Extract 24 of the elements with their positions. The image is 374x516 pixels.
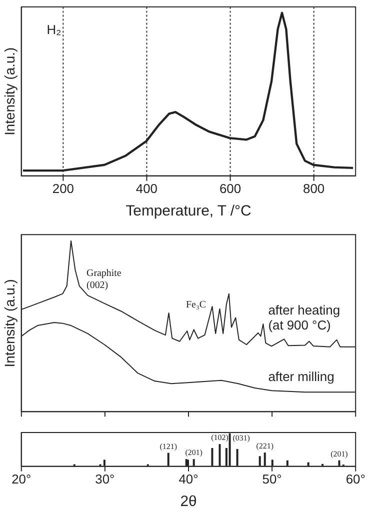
annotation: (201) — [330, 449, 348, 458]
x-tick-label: 600 — [219, 180, 242, 196]
x-tick-label: 800 — [303, 180, 325, 196]
x-tick-label: 400 — [136, 180, 158, 196]
annotation: Fe₃C — [186, 300, 206, 311]
x-tick-label: 30° — [95, 471, 115, 486]
x-tick-label: 200 — [52, 180, 74, 196]
annotation: (221) — [256, 442, 274, 451]
y-axis-title: Intensity (a.u.) — [1, 279, 18, 368]
annotation: (121) — [160, 442, 178, 451]
annotation: H₂ — [46, 22, 62, 38]
annotation: Graphite (002) — [86, 268, 122, 291]
x-axis-title: 2θ — [180, 493, 197, 510]
x-tick-label: 40° — [178, 471, 198, 486]
annotation: (031) — [232, 433, 250, 442]
annotation: (201) — [185, 448, 203, 458]
x-axis-title: Temperature, T /°C — [126, 202, 252, 220]
x-tick-label: 50° — [262, 471, 282, 486]
annotation: (102) — [211, 433, 229, 442]
series-label: after milling — [268, 368, 334, 384]
x-tick-label: 60° — [346, 471, 366, 486]
x-tick-label: 20° — [12, 471, 32, 486]
series-label: after heating (at 900 °C) — [268, 302, 340, 332]
y-axis-title: Intensity (a.u.) — [1, 47, 18, 136]
